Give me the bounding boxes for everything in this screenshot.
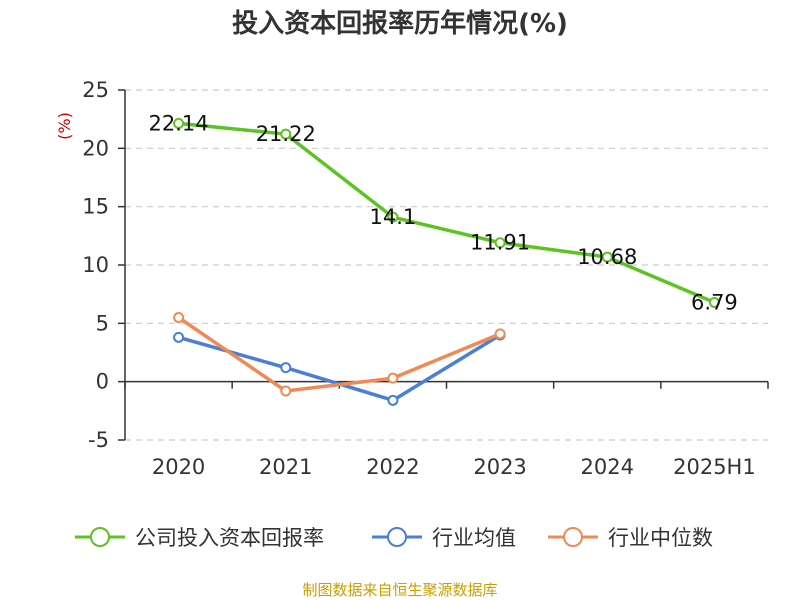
data-point (173, 331, 185, 343)
legend-label: 行业中位数 (608, 526, 713, 550)
grid-lines (125, 89, 768, 441)
x-tick-label: 2025H1 (673, 455, 756, 479)
axes (118, 89, 769, 441)
series-lines (173, 117, 720, 406)
data-point (387, 211, 399, 223)
y-tick-label: 15 (82, 195, 109, 219)
x-tick-label: 2024 (581, 455, 634, 479)
y-tick-label: 10 (82, 253, 109, 277)
y-tick-label: 5 (96, 311, 109, 335)
legend-marker (90, 527, 110, 547)
data-point (601, 251, 613, 263)
y-tick-label: 25 (82, 78, 109, 102)
data-point (494, 237, 506, 249)
data-point (280, 362, 292, 374)
x-tick-label: 2023 (473, 455, 526, 479)
y-tick-label: -5 (88, 428, 109, 452)
x-tick-labels: 2020 2021 2022 2023 2024 2025H1 (152, 455, 756, 479)
x-tick-label: 2020 (152, 455, 205, 479)
data-point (280, 128, 292, 140)
data-label: 22.14 (149, 111, 209, 135)
legend: 公司投入资本回报率 行业均值 行业中位数 (75, 526, 713, 550)
y-axis-label: (%) (55, 112, 74, 140)
source-note: 制图数据来自恒生聚源数据库 (302, 581, 497, 599)
data-labels: 22.14 21.22 14.1 11.91 10.68 6.79 (149, 111, 738, 314)
legend-marker (387, 527, 407, 547)
y-tick-label: 20 (82, 136, 109, 160)
series-line-2 (177, 316, 501, 393)
data-label: 21.22 (256, 122, 316, 146)
data-point (708, 296, 720, 308)
data-point (173, 117, 185, 129)
data-point (280, 385, 292, 397)
data-label: 6.79 (691, 290, 738, 314)
legend-marker (563, 527, 583, 547)
data-point (387, 372, 399, 384)
legend-label: 公司投入资本回报率 (135, 526, 324, 550)
data-point (494, 328, 506, 340)
series-line-1 (178, 333, 501, 403)
data-label: 10.68 (577, 245, 637, 269)
data-point (173, 312, 185, 323)
x-tick-label: 2022 (366, 455, 419, 479)
data-point (387, 394, 399, 406)
y-tick-label: 0 (96, 370, 109, 394)
y-tick-labels: 25 20 15 10 5 0 -5 (82, 78, 109, 452)
data-label: 11.91 (470, 231, 530, 255)
legend-label: 行业均值 (432, 526, 516, 550)
data-label: 14.1 (370, 205, 417, 229)
chart-title: 投入资本回报率历年情况(%) (232, 8, 568, 39)
series-line-0 (178, 121, 716, 305)
x-tick-label: 2021 (259, 455, 312, 479)
